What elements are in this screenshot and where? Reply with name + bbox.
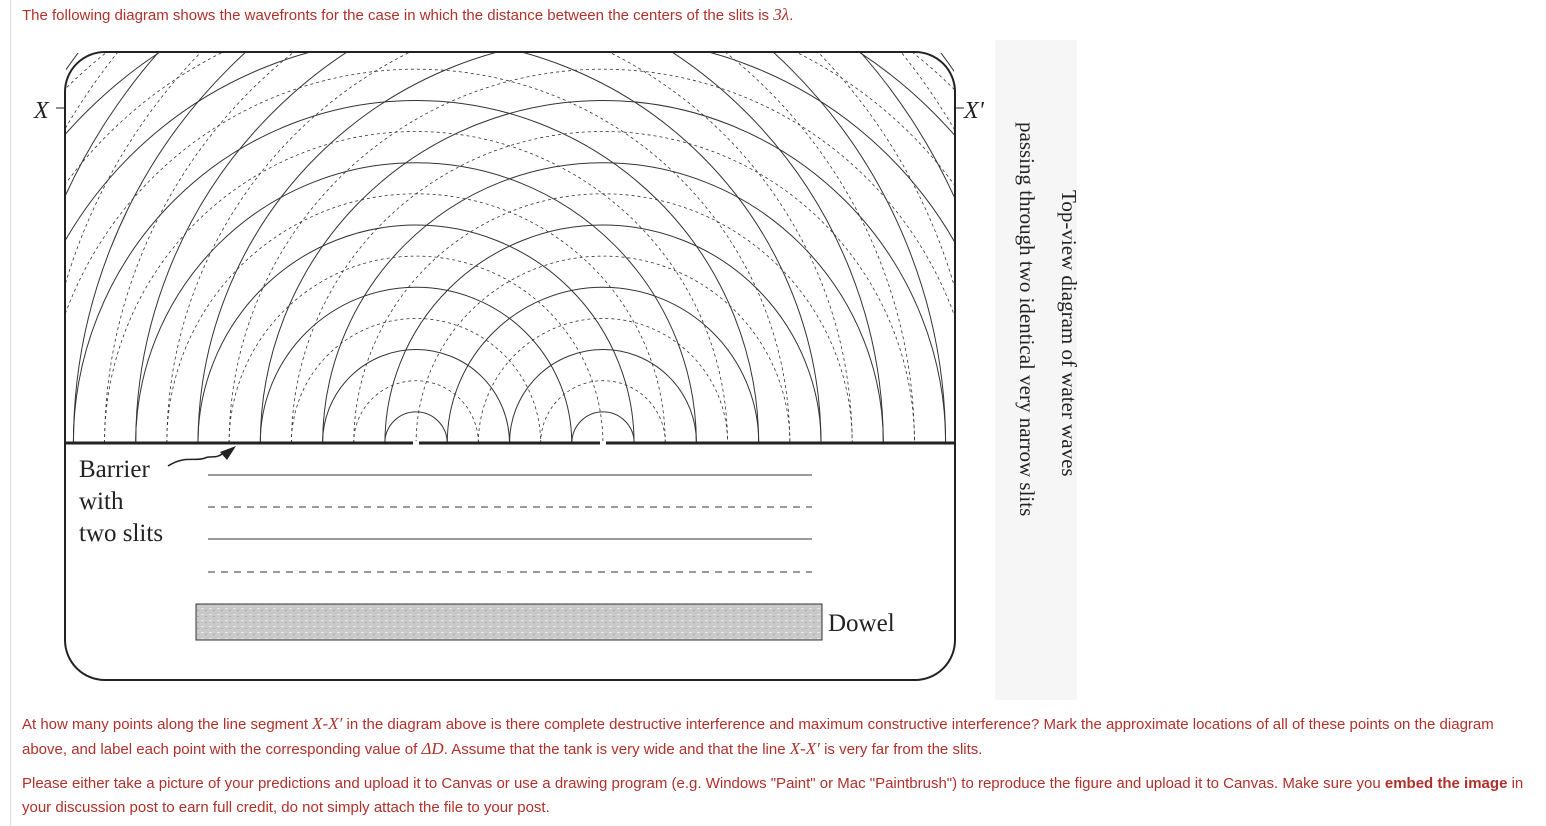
trough xyxy=(353,380,479,443)
crest xyxy=(135,162,697,443)
crest xyxy=(509,349,697,443)
math: X-X′ xyxy=(312,714,343,733)
arrow xyxy=(167,451,226,467)
x-prime-label: X' xyxy=(963,98,985,124)
trough xyxy=(540,380,666,443)
x-label: X xyxy=(33,98,50,124)
trough xyxy=(291,131,915,443)
question: At how many points along the line segmen… xyxy=(22,712,1537,762)
text: At how many points along the line segmen… xyxy=(22,716,313,733)
trough xyxy=(228,255,604,443)
arrow-head xyxy=(220,446,236,460)
instructions: Please either take a picture of your pre… xyxy=(22,772,1537,820)
text: in the diagram above is there complete d… xyxy=(22,716,1494,758)
crest xyxy=(259,286,573,443)
trough xyxy=(478,318,728,443)
text: . Assume that the tank is very wide and … xyxy=(443,741,790,758)
crest xyxy=(135,53,954,443)
caption: Top-view diagram of water waves xyxy=(1057,190,1080,477)
emphasis: embed the image xyxy=(1384,775,1508,792)
text: . xyxy=(789,7,794,24)
dowel xyxy=(195,603,823,641)
crest xyxy=(197,224,635,443)
intro: The following diagram shows the wavefron… xyxy=(22,3,1537,28)
trough xyxy=(66,53,915,443)
left-rule xyxy=(10,0,11,826)
text: Please either take a picture of your pre… xyxy=(22,775,1385,792)
text: The following diagram shows the wavefron… xyxy=(22,7,774,24)
crest xyxy=(66,53,159,196)
math: 3λ xyxy=(773,5,790,24)
crest xyxy=(259,99,947,443)
crest xyxy=(322,349,510,443)
barrier-label: Barrier xyxy=(79,456,150,483)
crest xyxy=(384,224,822,443)
crest xyxy=(66,53,822,443)
trough xyxy=(66,53,853,443)
trough xyxy=(104,131,728,443)
crest xyxy=(197,53,954,443)
crest xyxy=(72,53,246,443)
text: is very far from the slits. xyxy=(819,741,983,758)
crest xyxy=(322,162,884,443)
dowel-label: Dowel xyxy=(828,610,895,637)
barrier-label: with xyxy=(79,488,124,515)
trough xyxy=(291,318,541,443)
text: in your discussion post to earn full cre… xyxy=(22,775,1524,816)
trough xyxy=(104,53,954,443)
tank xyxy=(64,51,956,681)
crest xyxy=(860,53,954,198)
caption-background xyxy=(995,40,1077,700)
trough xyxy=(415,255,791,443)
trough xyxy=(353,193,853,443)
crest xyxy=(72,99,760,443)
barrier-label: two slits xyxy=(79,520,163,547)
crest xyxy=(571,411,635,443)
diagram: X X' Barrier with two slits Dowel Top-vi… xyxy=(33,40,1080,700)
wavefronts xyxy=(66,53,954,443)
caption: passing through two identical very narro… xyxy=(1015,122,1039,516)
trough xyxy=(166,53,954,443)
math: X-X′ xyxy=(789,739,820,758)
math: ΔD xyxy=(421,739,444,758)
crest xyxy=(384,411,448,443)
crest xyxy=(773,53,947,443)
crest xyxy=(446,286,760,443)
crest xyxy=(66,53,884,443)
